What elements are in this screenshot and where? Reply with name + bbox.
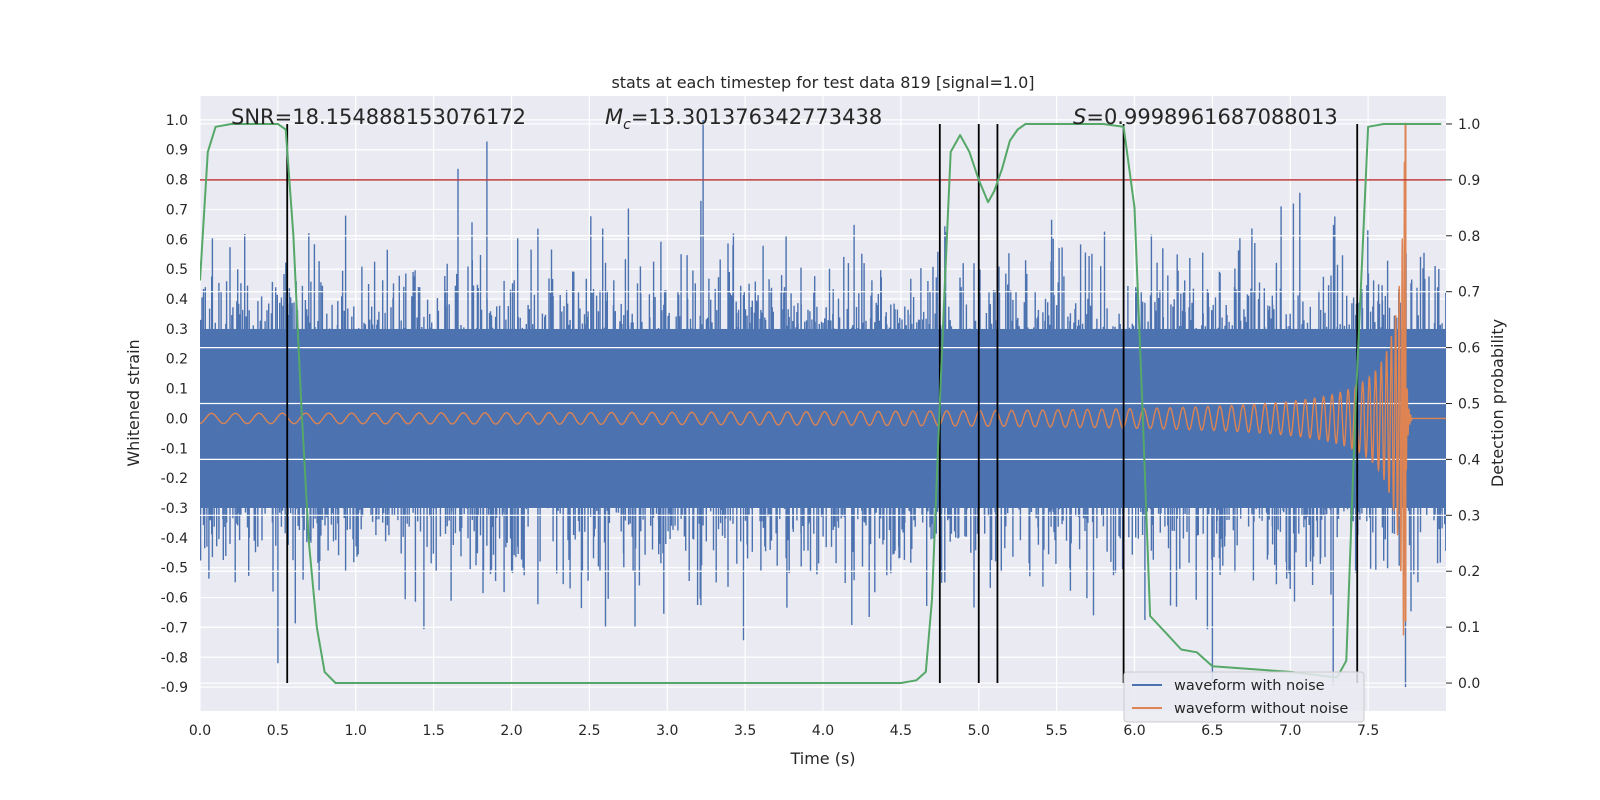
series-detection-probability [200, 123, 1442, 684]
x-tick-label: 6.0 [1123, 723, 1145, 739]
x-tick-label: 1.5 [422, 723, 444, 739]
y-left-tick-label: -0.3 [161, 501, 188, 517]
y-right-tick-label: 0.7 [1458, 285, 1480, 301]
y-right-tick-label: 0.1 [1458, 620, 1480, 636]
chart-title: stats at each timestep for test data 819… [611, 73, 1034, 92]
y-left-tick-label: 0.8 [166, 173, 188, 189]
x-tick-label: 0.5 [267, 723, 289, 739]
y-right-axis-ticks: 1.0 0.9 0.8 0.7 0.6 0.5 0.4 0.3 0.2 0.1 0.0 [1446, 117, 1480, 692]
noise-spikes [200, 119, 1446, 688]
x-axis-ticks: 0.0 0.5 1.0 1.5 2.0 2.5 3.0 3.5 4.0 4.5 5.0 5.5 6.0 6… [189, 723, 1379, 739]
y-right-tick-label: 0.6 [1458, 341, 1480, 357]
score-value: =0.9998961687088013 [1086, 105, 1337, 129]
y-right-tick-label: 0.9 [1458, 173, 1480, 189]
x-tick-label: 2.0 [500, 723, 522, 739]
x-axis-label: Time (s) [789, 749, 855, 768]
x-tick-label: 0.0 [189, 723, 211, 739]
y-left-tick-label: -0.2 [161, 471, 188, 487]
legend: waveform with noise waveform without noi… [1123, 671, 1365, 723]
y-left-tick-label: 0.0 [166, 411, 188, 427]
y-left-tick-label: -0.6 [161, 591, 188, 607]
y-left-axis-label: Whitened strain [124, 339, 143, 466]
clean-waveform-line [200, 161, 1446, 636]
y-right-tick-label: 0.4 [1458, 452, 1480, 468]
snr-annotation: SNR=18.154888153076172 [231, 105, 526, 129]
y-left-tick-label: -0.9 [161, 680, 188, 696]
x-tick-label: 3.0 [656, 723, 678, 739]
y-right-axis-label: Detection probability [1488, 319, 1507, 487]
y-left-tick-label: -0.1 [161, 441, 188, 457]
chirp-mass-value: =13.301376342773438 [631, 105, 882, 129]
x-tick-label: 7.5 [1357, 723, 1379, 739]
y-left-tick-label: -0.7 [161, 620, 188, 636]
y-left-tick-label: 0.4 [166, 292, 188, 308]
y-left-tick-label: 1.0 [166, 113, 188, 129]
y-left-tick-label: 0.9 [166, 143, 188, 159]
y-left-tick-label: -0.5 [161, 561, 188, 577]
y-left-tick-label: 0.1 [166, 382, 188, 398]
x-tick-label: 1.0 [345, 723, 367, 739]
y-left-tick-label: 0.3 [166, 322, 188, 338]
x-tick-label: 3.5 [734, 723, 756, 739]
x-tick-label: 5.0 [968, 723, 990, 739]
legend-label-noise: waveform with noise [1174, 678, 1325, 694]
score-annotation: S=0.9998961687088013 [1073, 105, 1338, 129]
chirp-mass-subscript: c [623, 117, 631, 133]
y-right-tick-label: 0.8 [1458, 229, 1480, 245]
series-waveform-without-noise [200, 122, 1446, 636]
y-right-tick-label: 0.3 [1458, 508, 1480, 524]
chirp-mass-annotation: Mc=13.301376342773438 [605, 105, 882, 133]
x-tick-label: 5.5 [1045, 723, 1067, 739]
y-right-tick-label: 1.0 [1458, 117, 1480, 133]
legend-box [1123, 671, 1365, 723]
y-left-tick-label: -0.4 [161, 531, 188, 547]
x-tick-label: 2.5 [578, 723, 600, 739]
x-tick-label: 7.0 [1279, 723, 1301, 739]
y-right-tick-label: 0.5 [1458, 397, 1480, 413]
legend-label-clean: waveform without noise [1174, 701, 1348, 717]
y-right-tick-label: 0.2 [1458, 564, 1480, 580]
probability-line [200, 123, 1442, 684]
x-tick-label: 4.0 [812, 723, 834, 739]
y-left-tick-label: 0.5 [166, 262, 188, 278]
y-left-tick-label: 0.2 [166, 352, 188, 368]
y-left-tick-label: 0.6 [166, 232, 188, 248]
y-left-tick-label: 0.7 [166, 202, 188, 218]
chirp-mass-symbol: M [605, 105, 623, 129]
series-waveform-with-noise [200, 119, 1446, 688]
y-left-tick-label: -0.8 [161, 650, 188, 666]
x-tick-label: 6.5 [1201, 723, 1223, 739]
score-symbol: S [1073, 105, 1086, 129]
y-right-tick-label: 0.0 [1458, 676, 1480, 692]
y-left-axis-ticks: 1.0 0.9 0.8 0.7 0.6 0.5 0.4 0.3 0.2 0.1 0.0 -0.1 -0.… [161, 113, 188, 696]
x-tick-label: 4.5 [890, 723, 912, 739]
